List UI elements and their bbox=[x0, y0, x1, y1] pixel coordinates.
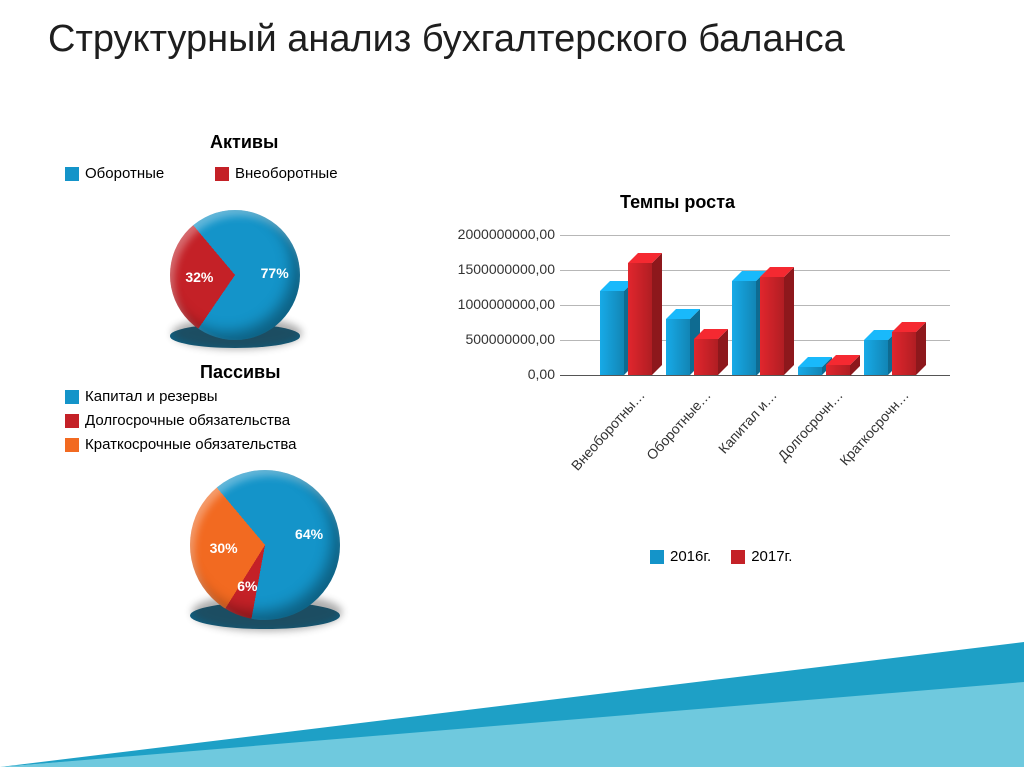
legend-item: Долгосрочные обязательства bbox=[65, 412, 290, 429]
legend-item: Внеоборотные bbox=[215, 165, 338, 182]
legend-swatch bbox=[215, 167, 229, 181]
legend-item: Оборотные bbox=[65, 165, 164, 182]
bar bbox=[628, 253, 662, 375]
legend-label: Оборотные bbox=[85, 165, 164, 182]
legend-swatch bbox=[65, 414, 79, 428]
legend-swatch bbox=[65, 390, 79, 404]
legend-swatch bbox=[65, 438, 79, 452]
legend-swatch bbox=[65, 167, 79, 181]
y-tick-label: 0,00 bbox=[415, 366, 555, 382]
bar bbox=[760, 267, 794, 375]
legend-swatch bbox=[731, 550, 745, 564]
legend-label: Внеоборотные bbox=[235, 165, 338, 182]
bar-chart-legend: 2016г. 2017г. bbox=[650, 548, 792, 565]
legend-item: 2017г. bbox=[731, 548, 792, 565]
pie-assets-title: Активы bbox=[210, 132, 278, 153]
pie-slice-label: 6% bbox=[237, 578, 257, 594]
legend-item: 2016г. bbox=[650, 548, 711, 565]
pie-slice-label: 30% bbox=[210, 540, 238, 556]
bar bbox=[694, 329, 728, 375]
bar-chart-title: Темпы роста bbox=[620, 192, 735, 213]
legend-label: Долгосрочные обязательства bbox=[85, 412, 290, 429]
y-tick-label: 2000000000,00 bbox=[415, 226, 555, 242]
legend-label: Краткосрочные обязательства bbox=[85, 436, 297, 453]
accent-stripe bbox=[0, 607, 1024, 767]
y-tick-label: 1500000000,00 bbox=[415, 261, 555, 277]
legend-swatch bbox=[650, 550, 664, 564]
legend-item: Краткосрочные обязательства bbox=[65, 436, 297, 453]
y-tick-label: 500000000,00 bbox=[415, 331, 555, 347]
page-title: Структурный анализ бухгалтерского баланс… bbox=[48, 18, 845, 62]
bar-chart-plot bbox=[560, 235, 950, 375]
pie-slice-label: 77% bbox=[261, 265, 289, 281]
pie-liab-title: Пассивы bbox=[200, 362, 280, 383]
y-tick-label: 1000000000,00 bbox=[415, 296, 555, 312]
legend-label: 2017г. bbox=[751, 548, 792, 565]
bar bbox=[826, 355, 860, 376]
legend-label: 2016г. bbox=[670, 548, 711, 565]
legend-item: Капитал и резервы bbox=[65, 388, 218, 405]
legend-label: Капитал и резервы bbox=[85, 388, 218, 405]
bar bbox=[892, 322, 926, 375]
pie-slice-label: 32% bbox=[185, 269, 213, 285]
pie-slice-label: 64% bbox=[295, 526, 323, 542]
